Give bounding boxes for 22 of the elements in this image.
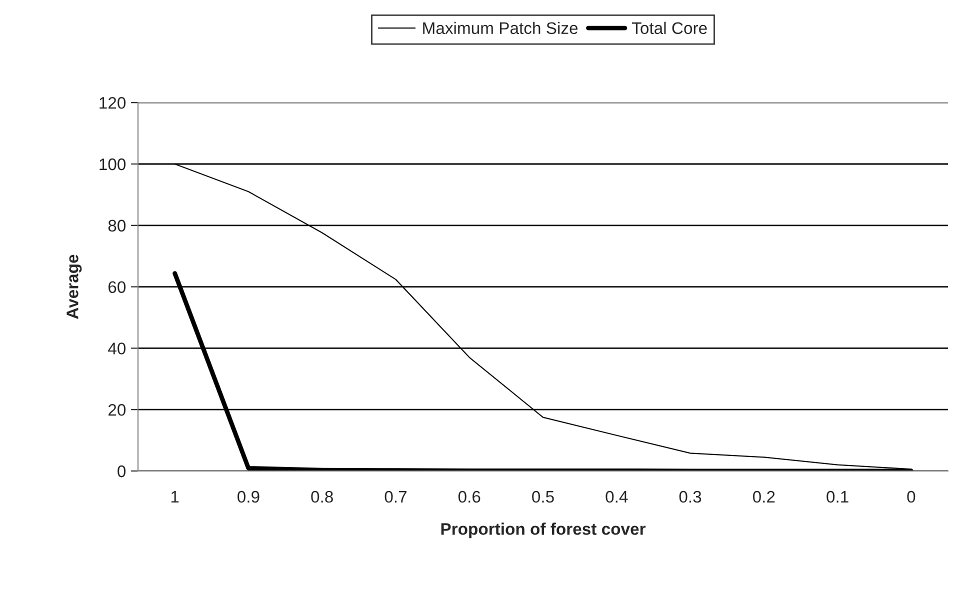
x-tick-label: 0.9: [238, 490, 260, 503]
y-axis-title: Average: [66, 254, 82, 319]
x-tick-label: 1: [171, 491, 179, 503]
y-tick-label: 60: [108, 281, 126, 294]
x-tick-label: 0.3: [679, 490, 702, 503]
y-tick-label: 80: [108, 220, 126, 232]
x-tick-label: 0.1: [826, 490, 848, 503]
x-tick-label: 0.6: [458, 490, 480, 503]
x-tick-label: 0.4: [606, 490, 628, 503]
x-tick-label: 0.7: [384, 490, 406, 503]
y-tick-label: 20: [108, 404, 126, 416]
x-axis-title: Proportion of forest cover: [441, 522, 646, 538]
x-tick-label: 0.8: [311, 490, 333, 503]
x-tick-label: 0: [907, 490, 916, 503]
y-tick-label: 120: [100, 97, 126, 109]
legend-label: Maximum Patch Size: [423, 22, 578, 34]
y-tick-label: 0: [118, 465, 126, 478]
y-tick-label: 40: [108, 342, 126, 354]
y-tick-label: 100: [100, 158, 126, 170]
x-tick-label: 0.2: [752, 490, 775, 503]
x-tick-label: 0.5: [532, 490, 554, 503]
legend-label: Total Core: [632, 22, 707, 34]
